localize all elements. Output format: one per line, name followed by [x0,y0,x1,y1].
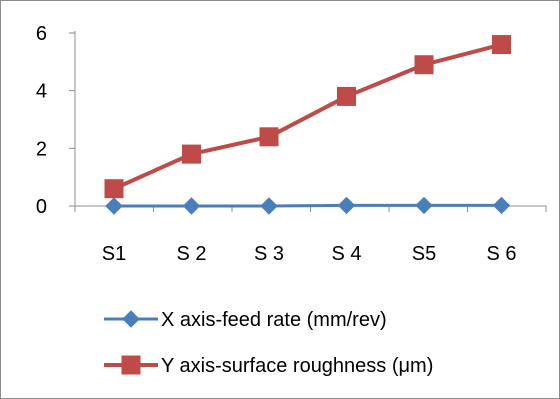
x-tick-label: S1 [102,243,126,265]
legend-label: X axis-feed rate (mm/rev) [161,309,387,331]
data-point-square [259,127,279,147]
x-tick-label: S 4 [331,243,361,265]
series-layer [104,35,511,215]
legend-marker [121,355,141,375]
data-point-diamond [105,197,123,215]
data-point-square [414,55,434,75]
axes: 0 2 4 6 S1 S 2 S 3 S 4 S5 S 6 [36,23,547,265]
data-point-square [337,86,356,106]
data-point-square [492,35,511,55]
data-point-diamond [337,196,356,215]
x-tick-label: S 2 [176,243,206,265]
y-tick-label: 0 [36,196,47,218]
legend: X axis-feed rate (mm/rev) Y axis-surface … [104,309,433,377]
x-tick-label: S 6 [486,243,516,265]
data-point-square [182,144,201,164]
data-point-diamond [260,197,278,215]
data-point-diamond [182,197,201,215]
data-point-diamond [492,196,511,215]
series-line [114,203,502,208]
x-tick-label: S 3 [254,243,284,265]
data-point-diamond [415,196,433,215]
y-tick-label: 6 [36,23,47,45]
series-line [113,42,503,191]
data-point-square [104,179,124,199]
y-tick-label: 4 [36,81,47,103]
legend-label: Y axis-surface roughness (μm) [161,355,433,377]
x-tick-label: S5 [412,243,436,265]
legend-marker [122,310,140,328]
y-tick-label: 2 [36,138,47,160]
